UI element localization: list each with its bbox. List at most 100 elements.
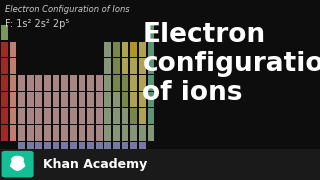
FancyBboxPatch shape <box>130 58 137 74</box>
Polygon shape <box>11 161 25 170</box>
FancyBboxPatch shape <box>148 25 154 40</box>
FancyBboxPatch shape <box>10 108 16 124</box>
FancyBboxPatch shape <box>148 75 154 91</box>
FancyBboxPatch shape <box>139 58 146 74</box>
FancyBboxPatch shape <box>70 125 77 141</box>
FancyBboxPatch shape <box>10 75 16 91</box>
FancyBboxPatch shape <box>104 58 111 74</box>
FancyBboxPatch shape <box>139 42 146 57</box>
FancyBboxPatch shape <box>113 42 120 57</box>
FancyBboxPatch shape <box>113 142 120 157</box>
FancyBboxPatch shape <box>122 142 128 157</box>
FancyBboxPatch shape <box>27 92 34 107</box>
FancyBboxPatch shape <box>113 125 120 141</box>
FancyBboxPatch shape <box>104 125 111 141</box>
FancyBboxPatch shape <box>122 75 128 91</box>
FancyBboxPatch shape <box>1 125 8 141</box>
FancyBboxPatch shape <box>96 92 102 107</box>
FancyBboxPatch shape <box>53 125 60 141</box>
FancyBboxPatch shape <box>130 92 137 107</box>
FancyBboxPatch shape <box>2 151 34 177</box>
FancyBboxPatch shape <box>18 125 25 141</box>
FancyBboxPatch shape <box>122 42 128 57</box>
FancyBboxPatch shape <box>96 142 102 157</box>
FancyBboxPatch shape <box>139 75 146 91</box>
FancyBboxPatch shape <box>130 142 137 157</box>
FancyBboxPatch shape <box>1 108 8 124</box>
FancyBboxPatch shape <box>96 108 102 124</box>
FancyBboxPatch shape <box>148 58 154 74</box>
FancyBboxPatch shape <box>79 108 85 124</box>
FancyBboxPatch shape <box>36 142 42 157</box>
FancyBboxPatch shape <box>53 92 60 107</box>
FancyBboxPatch shape <box>130 159 137 174</box>
FancyBboxPatch shape <box>148 108 154 124</box>
FancyBboxPatch shape <box>61 142 68 157</box>
FancyBboxPatch shape <box>96 75 102 91</box>
FancyBboxPatch shape <box>10 58 16 74</box>
FancyBboxPatch shape <box>96 125 102 141</box>
FancyBboxPatch shape <box>104 42 111 57</box>
FancyBboxPatch shape <box>130 75 137 91</box>
FancyBboxPatch shape <box>130 108 137 124</box>
FancyBboxPatch shape <box>122 92 128 107</box>
FancyBboxPatch shape <box>87 159 94 174</box>
FancyBboxPatch shape <box>87 108 94 124</box>
FancyBboxPatch shape <box>87 75 94 91</box>
FancyBboxPatch shape <box>148 42 154 57</box>
FancyBboxPatch shape <box>18 108 25 124</box>
Text: Electron Configuration of Ions: Electron Configuration of Ions <box>5 4 129 14</box>
FancyBboxPatch shape <box>36 125 42 141</box>
FancyBboxPatch shape <box>10 42 16 57</box>
FancyBboxPatch shape <box>18 92 25 107</box>
FancyBboxPatch shape <box>104 159 111 174</box>
FancyBboxPatch shape <box>70 92 77 107</box>
FancyBboxPatch shape <box>139 125 146 141</box>
FancyBboxPatch shape <box>1 58 8 74</box>
FancyBboxPatch shape <box>36 108 42 124</box>
FancyBboxPatch shape <box>87 125 94 141</box>
FancyBboxPatch shape <box>79 125 85 141</box>
FancyBboxPatch shape <box>122 58 128 74</box>
FancyBboxPatch shape <box>113 108 120 124</box>
FancyBboxPatch shape <box>27 142 34 157</box>
FancyBboxPatch shape <box>130 125 137 141</box>
FancyBboxPatch shape <box>36 159 42 174</box>
FancyBboxPatch shape <box>61 92 68 107</box>
FancyBboxPatch shape <box>1 42 8 57</box>
FancyBboxPatch shape <box>27 159 34 174</box>
FancyBboxPatch shape <box>44 108 51 124</box>
FancyBboxPatch shape <box>61 125 68 141</box>
Text: F: 1s² 2s² 2p⁵: F: 1s² 2s² 2p⁵ <box>5 19 69 29</box>
FancyBboxPatch shape <box>122 125 128 141</box>
FancyBboxPatch shape <box>1 75 8 91</box>
FancyBboxPatch shape <box>104 92 111 107</box>
FancyBboxPatch shape <box>139 92 146 107</box>
FancyBboxPatch shape <box>36 92 42 107</box>
FancyBboxPatch shape <box>70 159 77 174</box>
FancyBboxPatch shape <box>27 108 34 124</box>
FancyBboxPatch shape <box>148 92 154 107</box>
FancyBboxPatch shape <box>87 142 94 157</box>
FancyBboxPatch shape <box>10 92 16 107</box>
FancyBboxPatch shape <box>44 92 51 107</box>
FancyBboxPatch shape <box>61 75 68 91</box>
FancyBboxPatch shape <box>44 75 51 91</box>
FancyBboxPatch shape <box>148 125 154 141</box>
FancyBboxPatch shape <box>27 75 34 91</box>
FancyBboxPatch shape <box>10 125 16 141</box>
Circle shape <box>12 156 23 163</box>
FancyBboxPatch shape <box>113 75 120 91</box>
FancyBboxPatch shape <box>70 142 77 157</box>
FancyBboxPatch shape <box>79 159 85 174</box>
FancyBboxPatch shape <box>53 75 60 91</box>
FancyBboxPatch shape <box>53 142 60 157</box>
FancyBboxPatch shape <box>18 75 25 91</box>
FancyBboxPatch shape <box>113 159 120 174</box>
FancyBboxPatch shape <box>104 108 111 124</box>
FancyBboxPatch shape <box>87 92 94 107</box>
FancyBboxPatch shape <box>113 58 120 74</box>
FancyBboxPatch shape <box>18 142 25 157</box>
FancyBboxPatch shape <box>61 108 68 124</box>
FancyBboxPatch shape <box>70 75 77 91</box>
